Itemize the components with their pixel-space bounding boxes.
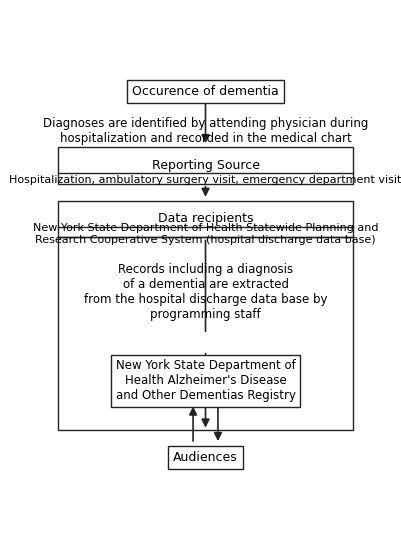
Bar	[58, 147, 353, 184]
Text: Occurence of dementia: Occurence of dementia	[132, 85, 279, 98]
Text: Hospitalization, ambulatory surgery visit, emergency department visit: Hospitalization, ambulatory surgery visi…	[9, 175, 401, 185]
Text: Records including a diagnosis
of a dementia are extracted
from the hospital disc: Records including a diagnosis of a demen…	[84, 263, 327, 321]
Text: New York State Department of
Health Alzheimer's Disease
and Other Dementias Regi: New York State Department of Health Alzh…	[115, 360, 296, 402]
Text: Reporting Source: Reporting Source	[152, 159, 259, 172]
Bar	[58, 238, 353, 431]
Text: Diagnoses are identified by attending physician during
hospitalization and recor: Diagnoses are identified by attending ph…	[43, 117, 368, 146]
Bar	[58, 201, 353, 238]
Text: New York State Department of Health Statewide Planning and
Research Cooperative : New York State Department of Health Stat…	[33, 223, 378, 245]
Text: Data recipients: Data recipients	[158, 213, 253, 226]
Text: Audiences: Audiences	[173, 451, 238, 464]
